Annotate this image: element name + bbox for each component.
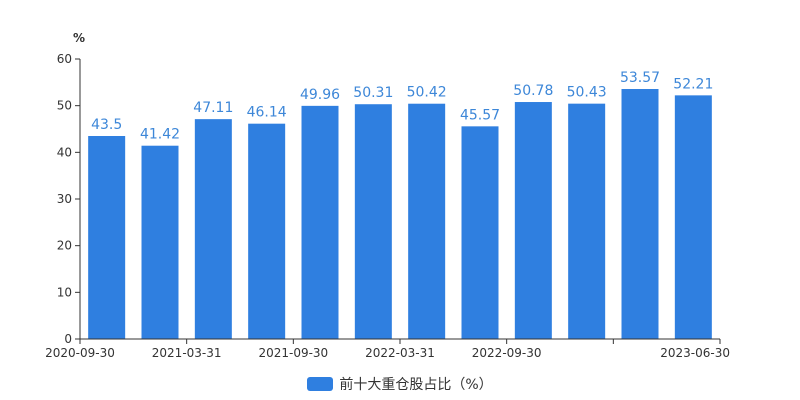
bar <box>194 119 232 339</box>
y-tick-label: 40 <box>57 145 72 159</box>
bar-value-label: 50.43 <box>567 85 607 101</box>
bar-value-label: 49.96 <box>300 87 340 103</box>
y-tick-label: 30 <box>57 192 72 206</box>
bar <box>141 145 179 339</box>
data-labels: 43.5 41.42 47.11 46.14 49.96 50.31 50.42 45.57 5… <box>91 70 713 143</box>
bar-value-label: 52.21 <box>673 76 713 92</box>
x-tick-label: 2023-06-30 <box>660 346 730 360</box>
legend-label: 前十大重仓股占比（%） <box>339 377 493 393</box>
y-tick-label: 20 <box>57 239 72 253</box>
bar <box>514 102 552 339</box>
bar-value-label: 46.14 <box>247 105 287 121</box>
legend: 前十大重仓股占比（%） <box>0 374 800 394</box>
bars <box>88 89 712 340</box>
x-tick-label: 2021-09-30 <box>258 346 328 360</box>
x-axis: 2020-09-30 2021-03-31 2021-09-30 2022-03-31… <box>45 338 730 360</box>
x-tick-label: 2022-09-30 <box>472 346 542 360</box>
bar-value-label: 45.57 <box>460 107 500 123</box>
bar-value-label: 50.42 <box>407 85 447 101</box>
bar-value-label: 50.31 <box>353 85 393 101</box>
bar <box>461 126 499 339</box>
legend-swatch <box>307 377 334 391</box>
bar <box>88 136 126 339</box>
bar <box>301 105 339 339</box>
x-tick-label: 2021-03-31 <box>152 346 222 360</box>
x-tick-label: 2022-03-31 <box>365 346 435 360</box>
y-axis: 0 10 20 30 40 50 60 <box>57 52 81 346</box>
y-tick-label: 50 <box>57 99 72 113</box>
bar <box>621 89 659 339</box>
y-tick-label: 0 <box>64 332 72 346</box>
bar-value-label: 47.11 <box>193 100 233 116</box>
bar-chart: % 0 10 20 30 40 50 60 43.5 41.42 47.11 46.14 49.96… <box>45 31 730 360</box>
y-axis-unit-label: % <box>73 31 85 45</box>
y-tick-label: 60 <box>57 52 72 66</box>
bar <box>354 104 392 339</box>
bar <box>408 103 446 339</box>
bar-value-label: 41.42 <box>140 127 180 143</box>
bar-value-label: 53.57 <box>620 70 660 86</box>
bar-value-label: 50.78 <box>513 83 553 99</box>
y-tick-label: 10 <box>57 285 72 299</box>
bar <box>568 103 606 339</box>
bar <box>674 95 712 339</box>
x-tick-label: 2020-09-30 <box>45 346 115 360</box>
bar <box>248 123 286 340</box>
bar-value-label: 43.5 <box>91 117 122 133</box>
